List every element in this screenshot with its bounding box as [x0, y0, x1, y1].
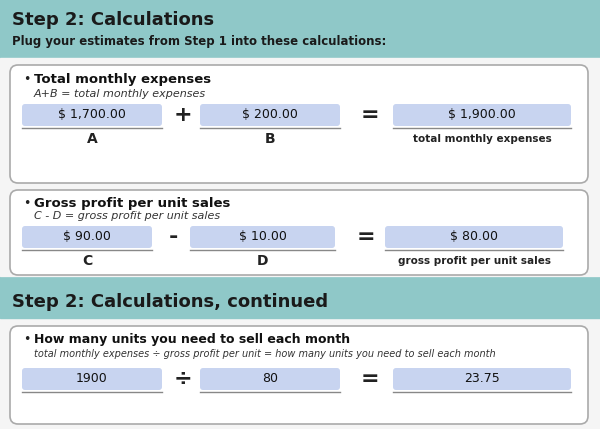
- Text: total monthly expenses ÷ gross profit per unit = how many units you need to sell: total monthly expenses ÷ gross profit pe…: [34, 349, 496, 359]
- FancyBboxPatch shape: [10, 326, 588, 424]
- FancyBboxPatch shape: [200, 368, 340, 390]
- FancyBboxPatch shape: [393, 104, 571, 126]
- Text: •: •: [23, 333, 31, 347]
- FancyBboxPatch shape: [385, 226, 563, 248]
- Text: 1900: 1900: [76, 372, 108, 386]
- Text: $ 200.00: $ 200.00: [242, 109, 298, 121]
- FancyBboxPatch shape: [22, 368, 162, 390]
- Text: B: B: [265, 132, 275, 146]
- Text: C - D = gross profit per unit sales: C - D = gross profit per unit sales: [34, 211, 220, 221]
- Text: A: A: [86, 132, 97, 146]
- Text: $ 10.00: $ 10.00: [239, 230, 286, 244]
- Text: =: =: [356, 227, 376, 247]
- Text: $ 80.00: $ 80.00: [450, 230, 498, 244]
- Text: 23.75: 23.75: [464, 372, 500, 386]
- Bar: [0, 278, 600, 318]
- Text: gross profit per unit sales: gross profit per unit sales: [398, 256, 551, 266]
- Text: Plug your estimates from Step 1 into these calculations:: Plug your estimates from Step 1 into the…: [12, 36, 386, 48]
- FancyBboxPatch shape: [393, 368, 571, 390]
- Text: -: -: [169, 227, 178, 247]
- Text: total monthly expenses: total monthly expenses: [413, 134, 551, 144]
- FancyBboxPatch shape: [10, 190, 588, 275]
- Text: •: •: [23, 196, 31, 209]
- Text: $ 1,700.00: $ 1,700.00: [58, 109, 126, 121]
- FancyBboxPatch shape: [10, 65, 588, 183]
- Text: •: •: [23, 73, 31, 87]
- Text: How many units you need to sell each month: How many units you need to sell each mon…: [34, 333, 350, 347]
- Bar: [0, 318, 600, 429]
- Bar: [0, 58, 600, 276]
- Text: ÷: ÷: [173, 369, 193, 389]
- Bar: [0, 0, 600, 58]
- Text: $ 1,900.00: $ 1,900.00: [448, 109, 516, 121]
- FancyBboxPatch shape: [22, 226, 152, 248]
- Text: Total monthly expenses: Total monthly expenses: [34, 73, 211, 87]
- Text: A+B = total monthly expenses: A+B = total monthly expenses: [34, 89, 206, 99]
- FancyBboxPatch shape: [22, 104, 162, 126]
- Text: Gross profit per unit sales: Gross profit per unit sales: [34, 196, 230, 209]
- Text: 80: 80: [262, 372, 278, 386]
- Text: =: =: [361, 369, 379, 389]
- Text: Step 2: Calculations, continued: Step 2: Calculations, continued: [12, 293, 328, 311]
- Text: C: C: [82, 254, 92, 268]
- Text: +: +: [173, 105, 193, 125]
- Text: =: =: [361, 105, 379, 125]
- FancyBboxPatch shape: [200, 104, 340, 126]
- Text: D: D: [256, 254, 268, 268]
- Text: Step 2: Calculations: Step 2: Calculations: [12, 11, 214, 29]
- Text: $ 90.00: $ 90.00: [63, 230, 111, 244]
- FancyBboxPatch shape: [190, 226, 335, 248]
